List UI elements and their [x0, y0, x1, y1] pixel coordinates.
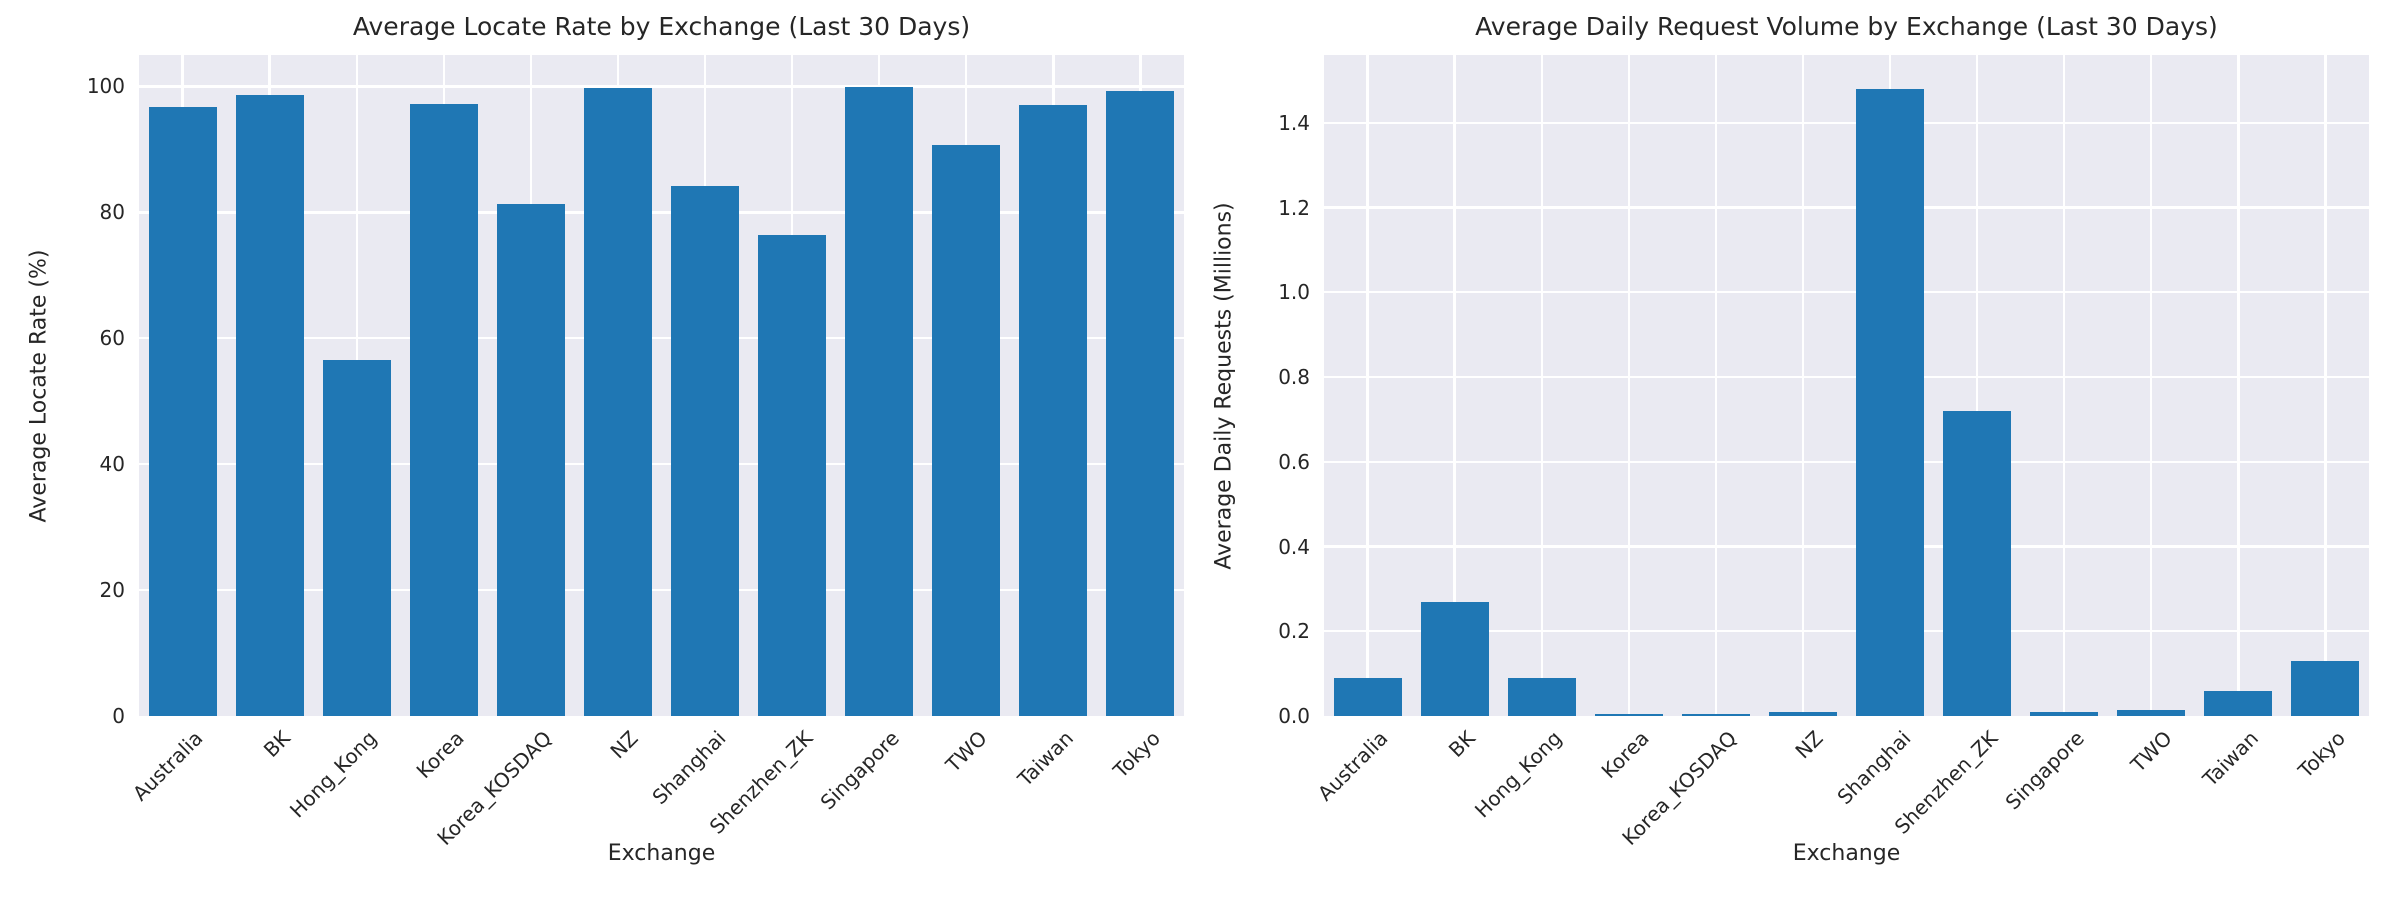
bar-Shanghai	[671, 185, 739, 716]
h-gridline	[139, 588, 1184, 592]
bar-NZ	[1768, 711, 1837, 716]
x-tick-label: Korea	[1596, 726, 1654, 784]
h-gridline	[139, 462, 1184, 466]
bar-Shenzhen_ZK	[758, 235, 827, 716]
y-tick-label: 40	[99, 452, 125, 477]
v-gridline	[2150, 55, 2153, 716]
bar-Tokyo	[2291, 660, 2360, 716]
v-gridline	[1366, 55, 1369, 716]
v-gridline	[2324, 55, 2327, 716]
x-tick-label: BK	[1443, 726, 1480, 762]
bar-TWO	[2117, 710, 2186, 716]
h-gridline	[139, 85, 1184, 88]
h-gridline	[1324, 121, 2369, 124]
y-tick-label: 20	[99, 578, 125, 603]
y-tick-label: 1.2	[1278, 195, 1310, 220]
y-axis-label: Average Locate Rate (%)	[26, 249, 52, 522]
v-gridline	[1975, 55, 1979, 716]
x-tick-label: Singapore	[815, 726, 905, 815]
y-tick-label: 60	[99, 326, 125, 351]
plot-area	[1324, 55, 2369, 716]
x-tick-label: TWO	[2125, 726, 2177, 777]
x-tick-label: Australia	[1312, 726, 1393, 806]
chart-title: Average Daily Request Volume by Exchange…	[1475, 12, 2218, 41]
y-tick-label: 1.0	[1278, 280, 1310, 305]
y-tick-label: 0	[112, 704, 125, 728]
h-gridline	[1324, 545, 2369, 548]
bar-Taiwan	[2204, 690, 2273, 716]
x-tick-label: Taiwan	[2198, 726, 2264, 792]
bar-Hong_Kong	[322, 359, 391, 716]
h-gridline	[1324, 630, 2369, 633]
x-tick-label: Taiwan	[1013, 726, 1079, 792]
x-tick-label: NZ	[605, 726, 643, 764]
bar-Tokyo	[1106, 90, 1175, 716]
x-tick-label: Tokyo	[2293, 726, 2351, 783]
x-tick-label: Hong_Kong	[285, 726, 382, 823]
bar-TWO	[932, 145, 1001, 716]
bar-Hong_Kong	[1507, 677, 1576, 716]
x-tick-label: Singapore	[2000, 726, 2090, 815]
y-tick-label: 80	[99, 200, 125, 225]
bar-NZ	[583, 87, 652, 716]
bar-Singapore	[845, 87, 914, 716]
h-gridline	[1324, 206, 2369, 209]
x-tick-label: BK	[258, 726, 295, 762]
bar-Shenzhen_ZK	[1943, 410, 2012, 716]
x-axis-label: Exchange	[1792, 841, 1901, 866]
y-tick-label: 0.4	[1278, 534, 1310, 559]
x-axis-label: Exchange	[607, 841, 716, 866]
v-gridline	[1627, 55, 1630, 716]
bar-Taiwan	[1019, 105, 1088, 716]
y-tick-label: 100	[86, 74, 125, 99]
x-tick-label: Shanghai	[646, 726, 731, 810]
chart-title: Average Locate Rate by Exchange (Last 30…	[352, 12, 971, 41]
bar-Korea	[1594, 713, 1663, 716]
x-tick-label: Shanghai	[1831, 726, 1916, 810]
y-tick-label: 0.6	[1278, 449, 1310, 474]
bar-Australia	[1333, 677, 1402, 716]
x-tick-label: Tokyo	[1108, 726, 1166, 783]
v-gridline	[2063, 55, 2066, 716]
y-tick-label: 0.8	[1278, 365, 1310, 390]
h-gridline	[139, 211, 1184, 214]
bar-Australia	[148, 106, 217, 716]
bar-Korea_KOSDAQ	[1681, 713, 1750, 716]
plot-area	[139, 55, 1184, 716]
v-gridline	[2237, 55, 2240, 716]
h-gridline	[1324, 460, 2369, 463]
bar-BK	[235, 95, 304, 716]
y-tick-label: 1.4	[1278, 110, 1310, 135]
bar-Shanghai	[1856, 88, 1924, 716]
x-tick-label: NZ	[1790, 726, 1828, 764]
v-gridline	[1801, 55, 1805, 716]
x-tick-label: Australia	[127, 726, 208, 806]
h-gridline	[1324, 375, 2369, 379]
x-tick-label: Hong_Kong	[1470, 726, 1567, 823]
v-gridline	[1714, 55, 1718, 716]
v-gridline	[1540, 55, 1543, 716]
h-gridline	[1324, 291, 2369, 294]
bar-Korea_KOSDAQ	[496, 204, 565, 716]
x-tick-label: TWO	[940, 726, 992, 777]
y-tick-label: 0.2	[1278, 619, 1310, 644]
h-gridline	[139, 337, 1184, 340]
bar-BK	[1420, 601, 1489, 716]
v-gridline	[1453, 55, 1456, 716]
bar-Singapore	[2030, 712, 2099, 716]
x-tick-label: Korea	[411, 726, 469, 784]
bar-Korea	[409, 104, 478, 716]
y-tick-label: 0.0	[1278, 704, 1310, 728]
